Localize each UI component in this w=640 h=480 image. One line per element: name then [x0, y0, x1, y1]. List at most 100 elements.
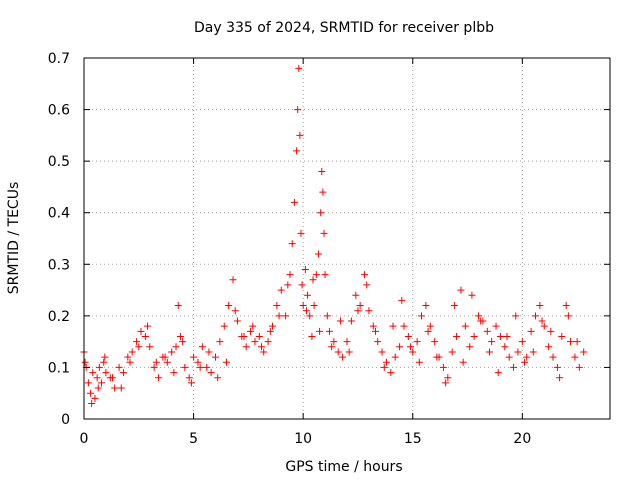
- data-point: [293, 147, 301, 155]
- data-point: [135, 343, 143, 351]
- data-point: [290, 198, 298, 206]
- data-point: [284, 281, 292, 289]
- data-point: [573, 338, 581, 346]
- data-point: [514, 348, 522, 356]
- data-point: [190, 353, 198, 361]
- data-point: [575, 363, 583, 371]
- data-point: [179, 338, 187, 346]
- data-point: [529, 348, 537, 356]
- data-point: [391, 353, 399, 361]
- data-point: [294, 106, 302, 114]
- data-point: [141, 332, 149, 340]
- data-point: [325, 327, 333, 335]
- y-tick-label: 0.7: [48, 51, 70, 67]
- data-point: [249, 322, 257, 330]
- data-point: [309, 276, 317, 284]
- data-point: [268, 322, 276, 330]
- data-point: [448, 348, 456, 356]
- data-point: [170, 369, 178, 377]
- data-point: [203, 363, 211, 371]
- axis-ticks: [83, 57, 610, 420]
- y-tick-label: 0.1: [48, 360, 70, 376]
- data-point: [95, 363, 103, 371]
- data-point: [111, 384, 119, 392]
- data-point: [277, 286, 285, 294]
- data-point: [545, 343, 553, 351]
- data-point: [315, 250, 323, 258]
- data-point: [225, 302, 233, 310]
- data-point: [168, 348, 176, 356]
- data-point: [155, 374, 163, 382]
- data-point: [407, 343, 415, 351]
- plot-frame: [83, 57, 611, 420]
- data-point: [477, 317, 485, 325]
- tick-labels: 0 5 10 15 20 0 0.1 0.2 0.3 0.4 0.5 0.6 0.7: [48, 51, 532, 447]
- data-point: [242, 343, 250, 351]
- data-point: [571, 353, 579, 361]
- data-point: [382, 358, 390, 366]
- data-point: [492, 322, 500, 330]
- data-point: [266, 327, 274, 335]
- data-point: [286, 271, 294, 279]
- data-point: [444, 374, 452, 382]
- data-point: [222, 358, 230, 366]
- data-point: [457, 286, 465, 294]
- data-point: [562, 302, 570, 310]
- data-point: [304, 291, 312, 299]
- data-point: [88, 400, 96, 408]
- data-point: [418, 312, 426, 320]
- data-point: [580, 348, 588, 356]
- data-point: [302, 307, 310, 315]
- data-point: [356, 302, 364, 310]
- data-point: [317, 209, 325, 217]
- data-point: [468, 291, 476, 299]
- data-point: [247, 327, 255, 335]
- data-point: [363, 281, 371, 289]
- data-point: [98, 379, 106, 387]
- data-point: [433, 353, 441, 361]
- y-tick-label: 0.4: [48, 206, 70, 222]
- data-point: [91, 394, 99, 402]
- data-point: [485, 348, 493, 356]
- data-point: [310, 302, 318, 310]
- data-point: [296, 131, 304, 139]
- data-point: [564, 312, 572, 320]
- data-point: [255, 332, 263, 340]
- data-point: [352, 291, 360, 299]
- data-point: [369, 322, 377, 330]
- data-point: [556, 374, 564, 382]
- data-point: [400, 322, 408, 330]
- data-point: [258, 343, 266, 351]
- data-point: [318, 167, 326, 175]
- data-point: [163, 358, 171, 366]
- data-point: [330, 338, 338, 346]
- data-point: [94, 384, 102, 392]
- data-point: [198, 343, 206, 351]
- data-point: [282, 312, 290, 320]
- data-point: [275, 312, 283, 320]
- x-tick-label: 5: [189, 431, 198, 447]
- data-point: [505, 353, 513, 361]
- data-point: [512, 312, 520, 320]
- data-point: [404, 332, 412, 340]
- data-point: [124, 353, 132, 361]
- data-point: [365, 307, 373, 315]
- data-point: [288, 240, 296, 248]
- data-point: [336, 317, 344, 325]
- data-point: [398, 296, 406, 304]
- data-point: [93, 374, 101, 382]
- data-point: [396, 343, 404, 351]
- data-point: [220, 322, 228, 330]
- data-point: [231, 307, 239, 315]
- data-point: [371, 327, 379, 335]
- data-point: [466, 343, 474, 351]
- data-point: [321, 271, 329, 279]
- y-tick-label: 0.6: [48, 103, 70, 119]
- data-point: [119, 369, 127, 377]
- data-point: [453, 332, 461, 340]
- data-point: [547, 327, 555, 335]
- data-point: [101, 353, 109, 361]
- data-point: [339, 353, 347, 361]
- data-point: [323, 312, 331, 320]
- data-point: [176, 332, 184, 340]
